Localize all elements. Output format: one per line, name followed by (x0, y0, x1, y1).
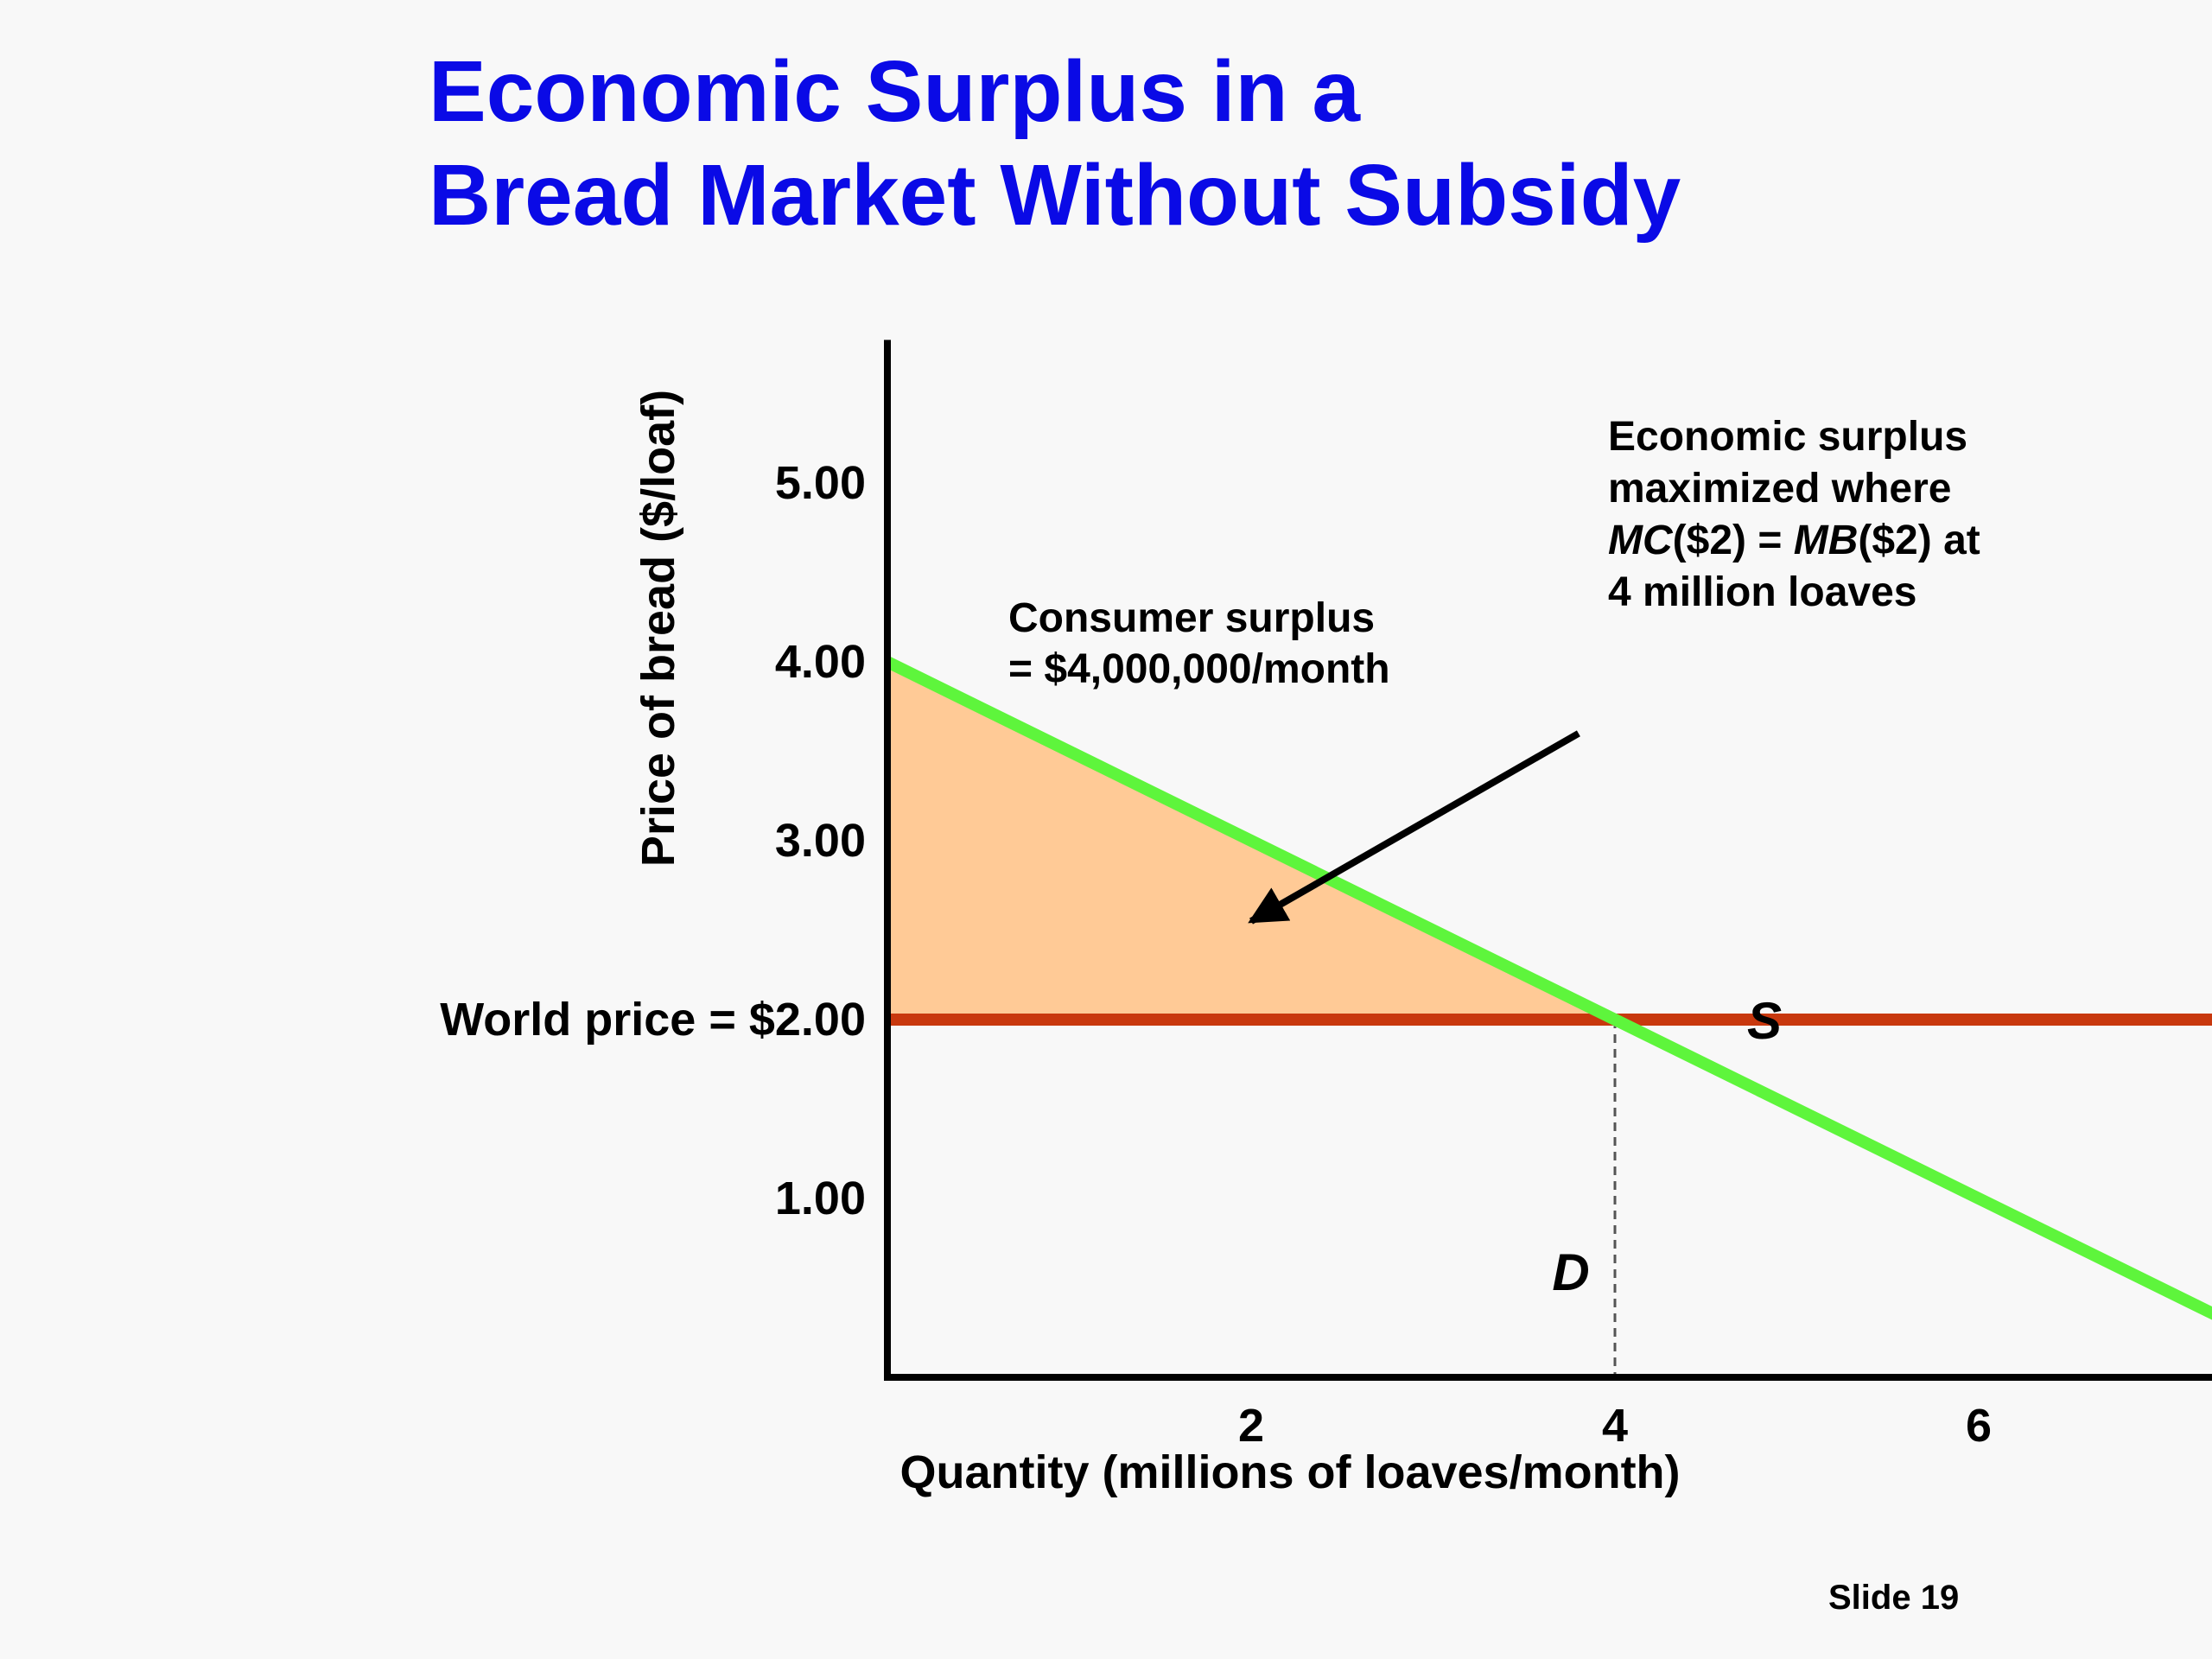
y-tick-labels: 1.00 World price = $2.00 3.00 4.00 5.00 (440, 457, 866, 1224)
note-line-2: maximized where (1608, 466, 1952, 512)
consumer-surplus-label-line-1: Consumer surplus (1008, 595, 1375, 641)
slide-title-line-2: Bread Market Without Subsidy (429, 147, 1681, 244)
note-mc-term: MC (1608, 518, 1673, 563)
note-mb-value: ($2) at (1858, 518, 1980, 563)
demand-curve-d (884, 656, 2212, 1320)
y-tick-label-4: 5.00 (775, 457, 866, 509)
note-line-4: 4 million loaves (1608, 569, 1917, 615)
y-tick-label-3: 4.00 (775, 636, 866, 688)
y-tick-label-1: World price = $2.00 (440, 994, 866, 1046)
consumer-surplus-arrow (1248, 730, 1580, 925)
note-line-1: Economic surplus (1608, 414, 1968, 460)
slide-title-line-1: Economic Surplus in a (429, 43, 1360, 140)
x-axis-label: Quantity (millions of loaves/month) (899, 1446, 1680, 1498)
consumer-surplus-label-line-2: = $4,000,000/month (1008, 646, 1390, 692)
slide-title: Economic Surplus in a Bread Market Witho… (429, 40, 1681, 247)
note-mc-value: ($2) = (1672, 518, 1794, 563)
note-mb-term: MB (1793, 518, 1859, 563)
y-tick-label-2: 3.00 (775, 815, 866, 867)
note-line-3: MC($2) = MB($2) at (1608, 515, 1980, 567)
supply-curve-label: S (1747, 992, 1782, 1050)
y-axis-label: Price of bread ($/loaf) (632, 390, 684, 867)
x-tick-labels: 2468 (1238, 1400, 1992, 1452)
slide-number: Slide 19 (1828, 1579, 1960, 1617)
x-tick-label-1: 4 (1602, 1400, 1628, 1452)
economic-surplus-note: Economic surplus maximized where MC($2) … (1608, 411, 1980, 619)
x-tick-label-0: 2 (1238, 1400, 1264, 1452)
y-tick-label-0: 1.00 (775, 1173, 866, 1224)
demand-curve-label: D (1552, 1243, 1589, 1301)
x-tick-label-2: 6 (1966, 1400, 1992, 1452)
